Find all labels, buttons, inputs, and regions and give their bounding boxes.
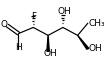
Text: CH₃: CH₃ xyxy=(89,19,105,28)
Text: OH: OH xyxy=(89,44,103,53)
Text: O: O xyxy=(0,20,7,29)
Text: OH: OH xyxy=(58,7,72,16)
Text: F: F xyxy=(31,12,36,21)
Polygon shape xyxy=(47,35,49,51)
Polygon shape xyxy=(78,35,89,49)
Text: OH: OH xyxy=(43,49,57,58)
Text: H: H xyxy=(15,43,22,52)
